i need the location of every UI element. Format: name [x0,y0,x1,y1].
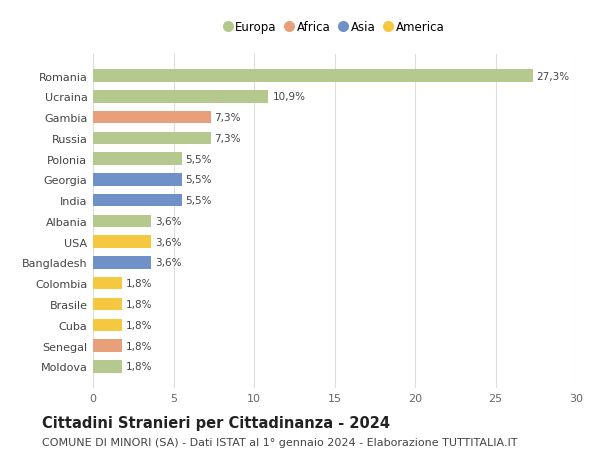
Bar [93,195,182,207]
Bar [93,236,151,248]
Bar [93,91,268,103]
Text: 1,8%: 1,8% [126,362,152,371]
Bar [93,340,122,352]
Text: 1,8%: 1,8% [126,341,152,351]
Text: 7,3%: 7,3% [215,134,241,144]
Bar [93,153,182,166]
Bar [93,360,122,373]
Legend: Europa, Africa, Asia, America: Europa, Africa, Asia, America [221,18,448,38]
Bar [93,112,211,124]
Text: 3,6%: 3,6% [155,237,181,247]
Bar [93,319,122,331]
Text: 1,8%: 1,8% [126,320,152,330]
Bar [93,257,151,269]
Text: 5,5%: 5,5% [185,175,212,185]
Text: 3,6%: 3,6% [155,217,181,226]
Bar [93,132,211,145]
Text: 3,6%: 3,6% [155,258,181,268]
Bar [93,70,533,83]
Text: 5,5%: 5,5% [185,154,212,164]
Bar [93,298,122,311]
Text: 1,8%: 1,8% [126,279,152,289]
Text: COMUNE DI MINORI (SA) - Dati ISTAT al 1° gennaio 2024 - Elaborazione TUTTITALIA.: COMUNE DI MINORI (SA) - Dati ISTAT al 1°… [42,437,517,447]
Text: Cittadini Stranieri per Cittadinanza - 2024: Cittadini Stranieri per Cittadinanza - 2… [42,415,390,431]
Text: 5,5%: 5,5% [185,196,212,206]
Bar [93,174,182,186]
Bar [93,215,151,228]
Text: 10,9%: 10,9% [272,92,305,102]
Text: 7,3%: 7,3% [215,113,241,123]
Text: 27,3%: 27,3% [536,72,569,81]
Bar [93,277,122,290]
Text: 1,8%: 1,8% [126,299,152,309]
